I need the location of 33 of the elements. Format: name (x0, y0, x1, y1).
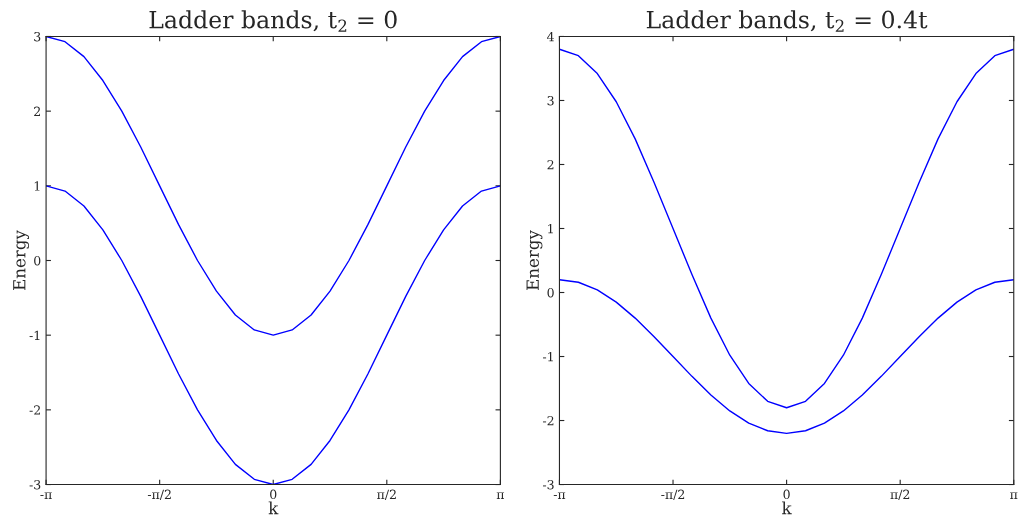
x-tick-label: -π (40, 492, 52, 499)
y-tick-label: -2 (29, 405, 40, 415)
y-tick-label: -1 (542, 351, 553, 362)
y-tick-label: 0 (547, 287, 554, 298)
y-tick-label: 1 (34, 181, 40, 191)
x-tick-label: 0 (783, 489, 790, 500)
y-tick-label: 4 (547, 31, 554, 42)
y-tick-label: 2 (34, 106, 40, 116)
y-tick-label: -3 (29, 480, 41, 490)
y-tick-label: 3 (34, 31, 41, 42)
x-tick-label: π (496, 492, 505, 499)
line-series (559, 279, 1014, 435)
y-tick-label: 2 (547, 159, 554, 170)
y-axis-title: Energy (13, 230, 30, 290)
y-axis-title: Energy (526, 230, 543, 290)
y-tick-label: 0 (34, 255, 41, 266)
x-tick-label: -π/2 (147, 489, 171, 501)
y-tick-label: 1 (548, 223, 553, 234)
x-axis-title: k (782, 501, 792, 515)
x-axis-title: k (268, 501, 279, 515)
x-tick-label: π/2 (890, 489, 910, 501)
chart-title: Ladder bands, t$_{2}$ = 0.4t (646, 10, 928, 32)
y-tick-label: -1 (29, 330, 40, 340)
y-tick-label: -2 (542, 415, 554, 426)
y-tick-label: 3 (547, 95, 554, 106)
x-tick-label: -π (553, 492, 566, 499)
x-tick-label: π/2 (377, 489, 396, 501)
chart-title: Ladder bands, t$_{2}$ = 0 (149, 10, 397, 32)
y-tick-label: -3 (542, 480, 554, 490)
x-tick-label: -π/2 (661, 489, 685, 501)
x-tick-label: 0 (270, 489, 277, 500)
line-series (559, 48, 1014, 409)
x-tick-label: π (1010, 492, 1018, 499)
